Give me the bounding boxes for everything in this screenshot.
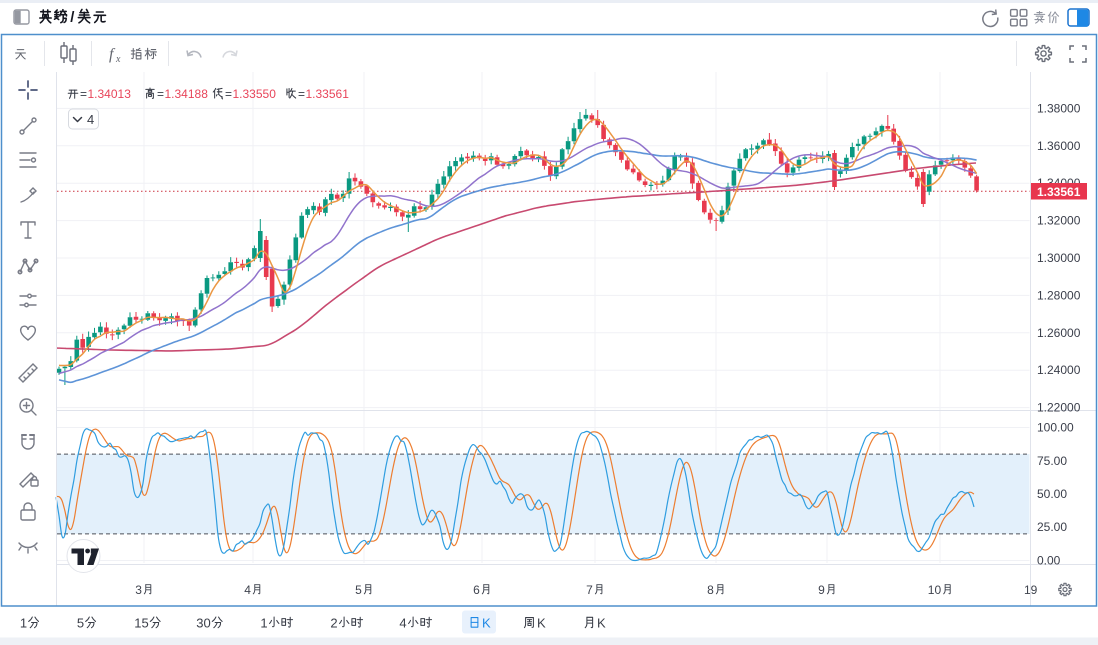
svg-text:K: K (597, 616, 606, 631)
svg-text:1.26000: 1.26000 (1037, 326, 1081, 340)
svg-text:1.28000: 1.28000 (1037, 288, 1081, 302)
svg-text:30: 30 (196, 616, 210, 631)
svg-text:3: 3 (135, 583, 142, 597)
svg-text:0.00: 0.00 (1037, 554, 1061, 568)
svg-text:x: x (115, 54, 121, 65)
svg-text:=: = (80, 87, 87, 101)
svg-text:2: 2 (330, 616, 337, 631)
svg-text:7: 7 (586, 583, 593, 597)
svg-text:75.00: 75.00 (1037, 454, 1067, 468)
svg-text:15: 15 (134, 616, 148, 631)
svg-text:9: 9 (818, 583, 825, 597)
svg-text:=: = (225, 87, 232, 101)
svg-text:1.33550: 1.33550 (233, 87, 277, 101)
svg-text:5: 5 (355, 583, 362, 597)
svg-text:K: K (482, 616, 491, 631)
svg-text:1: 1 (260, 616, 267, 631)
svg-text:=: = (298, 87, 305, 101)
svg-text:f: f (109, 46, 116, 63)
svg-text:100.00: 100.00 (1037, 421, 1074, 435)
svg-text:1.32000: 1.32000 (1037, 214, 1081, 228)
svg-text:25.00: 25.00 (1037, 520, 1067, 534)
svg-text:1.33561: 1.33561 (1037, 185, 1081, 199)
svg-text:1.38000: 1.38000 (1037, 101, 1081, 115)
svg-text:4: 4 (399, 616, 406, 631)
svg-text:8: 8 (707, 583, 714, 597)
svg-text:50.00: 50.00 (1037, 487, 1067, 501)
svg-text:1.30000: 1.30000 (1037, 251, 1081, 265)
svg-text:10: 10 (928, 583, 942, 597)
svg-text:6: 6 (473, 583, 480, 597)
svg-text:4: 4 (244, 583, 251, 597)
svg-text:=: = (157, 87, 164, 101)
svg-text:1.36000: 1.36000 (1037, 139, 1081, 153)
svg-text:1.33561: 1.33561 (306, 87, 350, 101)
svg-text:1.34188: 1.34188 (165, 87, 209, 101)
svg-text:1.24000: 1.24000 (1037, 363, 1081, 377)
svg-text:1.22000: 1.22000 (1037, 401, 1081, 415)
svg-text:K: K (537, 616, 546, 631)
svg-text:19: 19 (1024, 583, 1038, 597)
svg-text:1: 1 (20, 616, 27, 631)
svg-text:4: 4 (87, 112, 94, 127)
svg-text:5: 5 (77, 616, 84, 631)
svg-text:1.34013: 1.34013 (88, 87, 132, 101)
svg-text:/: / (70, 9, 75, 26)
